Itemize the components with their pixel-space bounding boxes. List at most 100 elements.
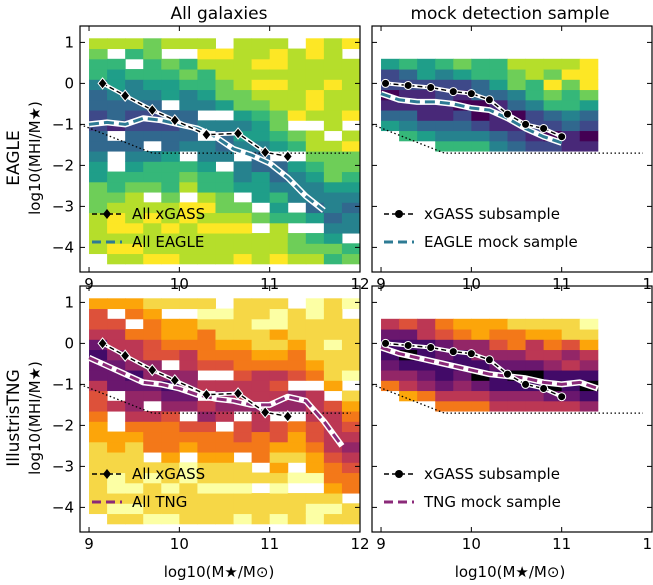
heatmap-cell bbox=[143, 181, 162, 193]
heatmap-cell bbox=[89, 349, 108, 361]
xgass-point bbox=[557, 392, 567, 402]
legend-xgass-marker bbox=[103, 209, 111, 219]
heatmap-cell bbox=[543, 79, 563, 91]
heatmap-cell bbox=[89, 472, 108, 484]
heatmap-cell bbox=[435, 140, 454, 152]
heatmap-cell bbox=[251, 370, 271, 381]
heatmap-cell bbox=[197, 472, 216, 484]
x-tick-label: 9 bbox=[84, 275, 94, 293]
heatmap-cell bbox=[197, 339, 216, 351]
heatmap-cell bbox=[453, 318, 472, 330]
column-title-left: All galaxies bbox=[171, 4, 268, 24]
heatmap-cell bbox=[233, 318, 253, 330]
heatmap-cell bbox=[197, 58, 216, 70]
heatmap-cell bbox=[161, 89, 180, 101]
y-tick-label: 1 bbox=[64, 293, 74, 311]
heatmap-cell bbox=[287, 130, 307, 142]
heatmap-cell bbox=[251, 298, 271, 310]
heatmap-cell bbox=[107, 69, 126, 80]
heatmap-cell bbox=[507, 390, 527, 402]
heatmap-cell bbox=[323, 482, 343, 494]
heatmap-cell bbox=[89, 452, 108, 463]
heatmap-cell bbox=[161, 253, 180, 265]
heatmap-cell bbox=[233, 38, 253, 50]
heatmap-cell bbox=[143, 318, 162, 330]
heatmap-cell bbox=[287, 308, 307, 320]
legend-sim-label: All TNG bbox=[132, 493, 187, 511]
y-tick-label: −3 bbox=[52, 457, 74, 475]
heatmap-cell bbox=[233, 462, 253, 474]
heatmap-cell bbox=[305, 359, 325, 371]
heatmap-cell bbox=[143, 493, 162, 504]
heatmap-cell bbox=[417, 380, 436, 392]
heatmap-cell bbox=[197, 411, 216, 422]
heatmap-cell bbox=[107, 181, 126, 193]
heatmap-cell bbox=[269, 380, 289, 392]
y-tick-label: −3 bbox=[52, 197, 74, 215]
heatmap-cell bbox=[161, 472, 180, 484]
heatmap-cell bbox=[125, 212, 144, 224]
heatmap-cell bbox=[215, 462, 235, 474]
heatmap-cell bbox=[89, 318, 108, 330]
heatmap-cell bbox=[341, 222, 360, 234]
heatmap-cell bbox=[179, 462, 198, 474]
heatmap-cell bbox=[341, 298, 360, 310]
heatmap-cell bbox=[507, 349, 527, 361]
heatmap-cell bbox=[125, 411, 144, 422]
xgass-line bbox=[102, 342, 288, 418]
heatmap-cell bbox=[179, 339, 198, 351]
heatmap-cell bbox=[143, 308, 162, 320]
heatmap-cell bbox=[89, 212, 108, 224]
heatmap-cell bbox=[251, 181, 271, 193]
y-tick-label: −2 bbox=[52, 416, 74, 434]
heatmap-cell bbox=[323, 233, 343, 244]
heatmap-cell bbox=[525, 69, 545, 80]
heatmap-cell bbox=[197, 192, 216, 203]
heatmap-cell bbox=[215, 411, 235, 422]
heatmap-cell bbox=[341, 79, 360, 91]
heatmap-cell bbox=[161, 329, 180, 340]
heatmap-cell bbox=[215, 181, 235, 193]
heatmap-cell bbox=[251, 243, 271, 255]
heatmap-cell bbox=[453, 349, 472, 361]
heatmap-cell bbox=[143, 390, 162, 402]
heatmap-cell bbox=[215, 329, 235, 340]
heatmap-cell bbox=[215, 99, 235, 111]
heatmap-cell bbox=[143, 89, 162, 101]
heatmap-cell bbox=[453, 329, 472, 340]
heatmap-cell bbox=[561, 69, 581, 80]
heatmap-cell bbox=[179, 69, 198, 80]
heatmap-cell bbox=[251, 380, 271, 392]
x-tick-label: 11 bbox=[260, 535, 279, 553]
heatmap-cell bbox=[287, 110, 307, 121]
heatmap-cell bbox=[161, 400, 180, 412]
heatmap-cell bbox=[143, 130, 162, 142]
heatmap-cell bbox=[381, 318, 400, 330]
heatmap-cell bbox=[269, 503, 289, 515]
heatmap-cell bbox=[233, 222, 253, 234]
heatmap-cell bbox=[179, 298, 198, 310]
heatmap-cell bbox=[453, 79, 472, 91]
heatmap-cell bbox=[179, 110, 198, 121]
heatmap-cell bbox=[143, 161, 162, 173]
heatmap-cell bbox=[125, 48, 144, 60]
heatmap-cell bbox=[215, 339, 235, 351]
heatmap-cell bbox=[323, 370, 343, 381]
ylabel-bottom: log10(MHI/M★) bbox=[26, 361, 44, 475]
heatmap-cell bbox=[305, 472, 325, 484]
heatmap-cell bbox=[125, 202, 144, 214]
heatmap-cell bbox=[215, 359, 235, 371]
heatmap-cell bbox=[197, 99, 216, 111]
heatmap-cell bbox=[215, 318, 235, 330]
heatmap-cell bbox=[561, 58, 581, 70]
heatmap-cell bbox=[107, 472, 126, 484]
heatmap-cell bbox=[125, 79, 144, 91]
heatmap-cell bbox=[107, 212, 126, 224]
heatmap-cell bbox=[251, 431, 271, 443]
sim-line bbox=[380, 346, 599, 390]
heatmap-cell bbox=[161, 192, 180, 203]
heatmap-cell bbox=[107, 140, 126, 152]
heatmap-cell bbox=[179, 222, 198, 234]
heatmap-cell bbox=[251, 411, 271, 422]
heatmap-cell bbox=[215, 513, 235, 525]
